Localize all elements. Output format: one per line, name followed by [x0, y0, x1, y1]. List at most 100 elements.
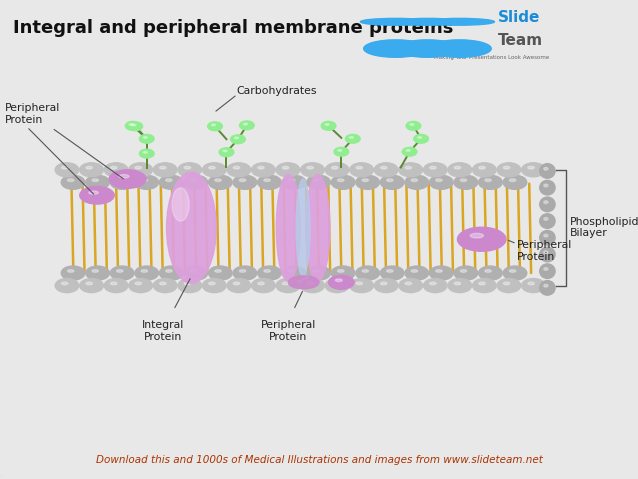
Ellipse shape: [307, 266, 330, 280]
Ellipse shape: [470, 233, 484, 238]
Ellipse shape: [92, 179, 98, 182]
Ellipse shape: [427, 40, 491, 57]
Ellipse shape: [215, 179, 221, 182]
Ellipse shape: [160, 266, 183, 280]
Ellipse shape: [380, 266, 404, 280]
Ellipse shape: [184, 166, 191, 169]
Ellipse shape: [68, 270, 74, 272]
Ellipse shape: [522, 279, 545, 293]
Ellipse shape: [364, 40, 427, 57]
Ellipse shape: [258, 175, 281, 189]
Ellipse shape: [104, 163, 128, 177]
Ellipse shape: [110, 282, 117, 285]
Ellipse shape: [80, 186, 114, 204]
Ellipse shape: [276, 174, 300, 281]
Ellipse shape: [350, 137, 353, 138]
Ellipse shape: [380, 175, 404, 189]
Ellipse shape: [307, 175, 330, 189]
Ellipse shape: [350, 279, 373, 293]
Ellipse shape: [405, 282, 412, 285]
Ellipse shape: [110, 266, 134, 280]
Ellipse shape: [454, 282, 461, 285]
Ellipse shape: [540, 264, 555, 278]
Ellipse shape: [503, 282, 510, 285]
Ellipse shape: [160, 175, 183, 189]
Ellipse shape: [429, 175, 453, 189]
Ellipse shape: [282, 175, 306, 189]
Ellipse shape: [209, 175, 232, 189]
Ellipse shape: [540, 197, 555, 212]
Ellipse shape: [503, 175, 527, 189]
Ellipse shape: [540, 247, 555, 262]
Ellipse shape: [283, 166, 289, 169]
Ellipse shape: [497, 279, 521, 293]
Ellipse shape: [135, 166, 142, 169]
Ellipse shape: [80, 163, 103, 177]
Ellipse shape: [325, 163, 349, 177]
Ellipse shape: [544, 251, 548, 254]
Ellipse shape: [478, 166, 486, 169]
Ellipse shape: [387, 270, 393, 272]
Ellipse shape: [89, 191, 98, 194]
Ellipse shape: [544, 167, 548, 170]
Ellipse shape: [411, 270, 418, 272]
Ellipse shape: [239, 270, 246, 272]
Ellipse shape: [331, 266, 355, 280]
Ellipse shape: [178, 163, 202, 177]
Ellipse shape: [144, 137, 147, 138]
Ellipse shape: [478, 175, 502, 189]
Text: Carbohydrates: Carbohydrates: [236, 86, 316, 96]
Ellipse shape: [109, 170, 146, 188]
Ellipse shape: [212, 124, 216, 126]
Ellipse shape: [325, 279, 349, 293]
Ellipse shape: [160, 282, 166, 285]
Ellipse shape: [92, 270, 98, 272]
Ellipse shape: [356, 282, 362, 285]
Ellipse shape: [356, 175, 380, 189]
Ellipse shape: [336, 279, 343, 282]
Ellipse shape: [184, 175, 207, 189]
Ellipse shape: [144, 151, 147, 153]
Ellipse shape: [68, 179, 74, 182]
Ellipse shape: [276, 279, 300, 293]
Ellipse shape: [227, 163, 251, 177]
Ellipse shape: [540, 214, 555, 228]
Ellipse shape: [166, 179, 172, 182]
Ellipse shape: [405, 166, 412, 169]
Ellipse shape: [240, 121, 254, 130]
Ellipse shape: [227, 279, 251, 293]
Ellipse shape: [544, 268, 548, 270]
Ellipse shape: [235, 137, 239, 139]
Ellipse shape: [331, 282, 338, 285]
Ellipse shape: [503, 266, 527, 280]
Ellipse shape: [485, 270, 491, 272]
Ellipse shape: [321, 121, 336, 130]
Ellipse shape: [288, 179, 295, 182]
Ellipse shape: [202, 279, 226, 293]
Ellipse shape: [424, 279, 447, 293]
Ellipse shape: [418, 137, 422, 138]
Ellipse shape: [454, 166, 461, 169]
Ellipse shape: [184, 282, 191, 285]
Ellipse shape: [153, 279, 177, 293]
Ellipse shape: [264, 179, 271, 182]
Ellipse shape: [61, 166, 68, 169]
Ellipse shape: [234, 282, 240, 285]
Ellipse shape: [429, 282, 436, 285]
Ellipse shape: [85, 175, 109, 189]
Ellipse shape: [473, 163, 496, 177]
Text: Team: Team: [498, 33, 543, 48]
Ellipse shape: [410, 124, 414, 125]
Ellipse shape: [215, 270, 221, 272]
Ellipse shape: [325, 124, 329, 125]
Ellipse shape: [172, 188, 189, 221]
Ellipse shape: [141, 179, 147, 182]
Ellipse shape: [61, 175, 85, 189]
Ellipse shape: [258, 166, 264, 169]
Ellipse shape: [485, 179, 491, 182]
Ellipse shape: [406, 149, 410, 151]
Ellipse shape: [331, 175, 355, 189]
Ellipse shape: [135, 175, 158, 189]
Ellipse shape: [231, 135, 246, 144]
Text: Download this and 1000s of Medical Illustrations and images from www.slideteam.n: Download this and 1000s of Medical Illus…: [96, 455, 542, 465]
